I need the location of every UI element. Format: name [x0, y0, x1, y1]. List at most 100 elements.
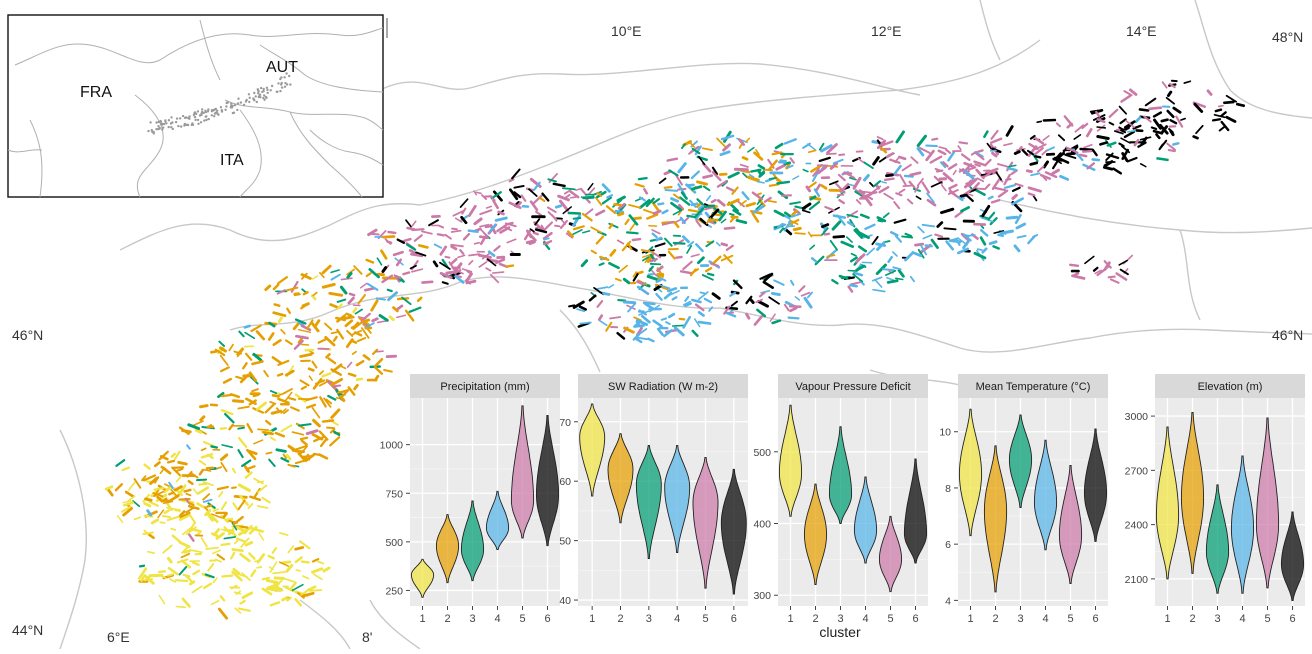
- region-mark: [1128, 158, 1137, 161]
- region-mark: [203, 494, 209, 500]
- region-mark: [1067, 154, 1074, 155]
- region-mark: [309, 369, 313, 371]
- region-mark: [152, 520, 157, 523]
- inset-alps-mark: [211, 114, 213, 116]
- region-mark: [692, 204, 697, 205]
- region-mark: [347, 331, 352, 336]
- x-tick-label: 6: [1289, 613, 1295, 625]
- region-mark: [722, 244, 727, 245]
- region-mark: [586, 209, 593, 214]
- region-mark: [334, 337, 337, 341]
- region-mark: [887, 154, 893, 157]
- region-mark: [708, 274, 713, 275]
- region-mark: [285, 579, 296, 583]
- region-mark: [916, 196, 920, 199]
- region-mark: [271, 391, 277, 393]
- region-mark: [507, 239, 515, 242]
- region-mark: [902, 236, 912, 237]
- region-mark: [906, 254, 913, 261]
- region-mark: [160, 522, 164, 523]
- inset-alps-mark: [240, 101, 242, 103]
- region-mark: [476, 192, 481, 193]
- region-mark: [255, 489, 260, 497]
- region-mark: [685, 297, 688, 301]
- region-mark: [741, 165, 748, 167]
- region-mark: [273, 572, 285, 573]
- region-mark: [563, 188, 575, 189]
- region-mark: [475, 219, 481, 224]
- region-mark: [1057, 123, 1060, 126]
- region-mark: [445, 235, 451, 239]
- region-mark: [657, 280, 661, 282]
- region-mark: [216, 560, 222, 562]
- region-mark: [977, 170, 984, 178]
- region-mark: [610, 317, 620, 319]
- inset-alps-mark: [203, 119, 205, 121]
- region-mark: [1125, 132, 1134, 137]
- region-mark: [1219, 106, 1223, 107]
- region-mark: [676, 257, 681, 258]
- region-mark: [319, 339, 326, 343]
- region-mark: [486, 268, 490, 270]
- region-mark: [994, 246, 999, 248]
- region-mark: [681, 271, 692, 273]
- inset-alps-mark: [149, 121, 151, 123]
- region-mark: [1073, 276, 1085, 279]
- region-mark: [1085, 256, 1094, 263]
- inset-alps-mark: [258, 96, 260, 98]
- region-mark: [654, 211, 660, 214]
- inset-alps-mark: [279, 90, 281, 92]
- x-tick-label: 2: [812, 613, 818, 625]
- region-mark: [950, 241, 960, 242]
- region-mark: [777, 182, 789, 184]
- region-mark: [403, 239, 410, 241]
- region-mark: [900, 190, 905, 193]
- region-mark: [354, 309, 356, 312]
- region-mark: [257, 403, 265, 409]
- region-mark: [252, 326, 261, 331]
- inset-alps-mark: [175, 121, 177, 123]
- region-mark: [287, 456, 290, 459]
- y-tick-label: 2400: [1125, 520, 1149, 532]
- region-mark: [1224, 102, 1233, 103]
- region-mark: [245, 333, 254, 339]
- region-mark: [257, 332, 264, 339]
- region-mark: [1196, 126, 1203, 133]
- y-tick-label: 500: [385, 537, 403, 549]
- region-mark: [893, 267, 900, 269]
- inset-alps-mark: [185, 116, 187, 118]
- region-mark: [757, 182, 764, 183]
- region-mark: [243, 363, 246, 368]
- region-mark: [619, 266, 627, 272]
- region-mark: [233, 503, 238, 510]
- region-mark: [569, 213, 580, 214]
- region-mark: [296, 336, 307, 338]
- region-mark: [874, 158, 879, 165]
- region-mark: [707, 196, 711, 201]
- region-mark: [627, 232, 638, 233]
- region-mark: [774, 280, 783, 284]
- region-mark: [956, 212, 963, 217]
- region-mark: [338, 300, 346, 302]
- region-mark: [186, 508, 193, 513]
- region-mark: [1168, 92, 1170, 96]
- region-mark: [1150, 108, 1161, 109]
- region-mark: [282, 562, 290, 563]
- region-mark: [199, 484, 206, 485]
- inset-alps-mark: [197, 119, 199, 121]
- inset-alps-mark: [171, 121, 173, 123]
- region-mark: [203, 470, 211, 472]
- inset-alps-mark: [158, 121, 160, 123]
- inset-country-label: FRA: [80, 84, 112, 101]
- region-mark: [189, 535, 193, 541]
- region-mark: [168, 461, 174, 463]
- region-mark: [232, 487, 236, 488]
- border-line: [380, 63, 920, 95]
- region-mark: [365, 288, 374, 290]
- region-mark: [691, 255, 699, 257]
- region-mark: [252, 571, 256, 576]
- panel-title: Precipitation (mm): [440, 381, 529, 393]
- region-mark: [911, 157, 917, 163]
